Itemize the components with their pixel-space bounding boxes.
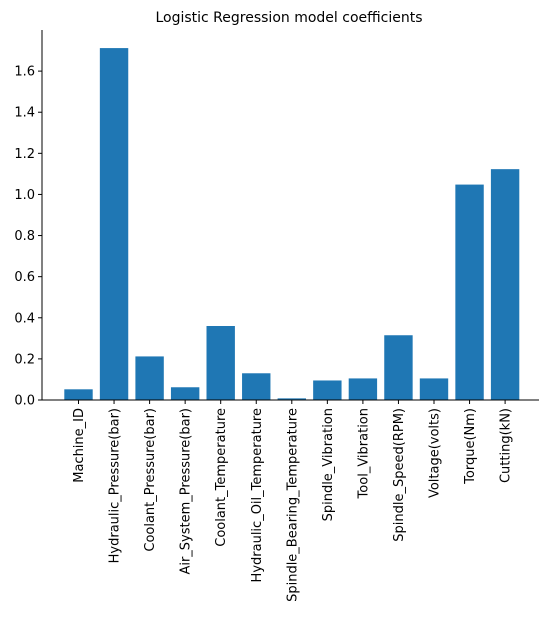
bar xyxy=(64,389,93,400)
x-tick-label: Coolant_Pressure(bar) xyxy=(143,408,158,552)
x-tick-label: Tool_Vibration xyxy=(356,408,371,499)
bar xyxy=(455,184,484,400)
y-tick-label: 1.4 xyxy=(14,106,35,121)
x-tick-label: Spindle_Vibration xyxy=(321,408,336,521)
bar xyxy=(277,398,306,400)
x-tick-label: Cutting(kN) xyxy=(499,408,514,483)
bar xyxy=(170,387,200,400)
x-tick-label: Voltage(volts) xyxy=(428,408,443,498)
y-tick-label: 0.6 xyxy=(14,270,35,285)
chart-title: Logistic Regression model coefficients xyxy=(155,10,422,26)
y-tick-label: 0.4 xyxy=(14,311,35,326)
bar xyxy=(490,169,520,400)
y-tick-label: 0.8 xyxy=(14,229,35,244)
x-axis: Machine_ID Hydraulic_Pressure(bar) Coolant… xyxy=(72,400,514,602)
y-axis: 0.0 0.2 0.4 0.6 0.8 1.0 1.2 1.4 1.6 xyxy=(14,65,42,409)
x-tick-label: Spindle_Bearing_Temperature xyxy=(285,408,300,602)
x-tick-label: Hydraulic_Oil_Temperature xyxy=(250,408,265,582)
x-tick-label: Hydraulic_Pressure(bar) xyxy=(108,408,123,563)
bar xyxy=(384,335,413,400)
bar xyxy=(419,378,449,400)
y-tick-label: 1.0 xyxy=(14,188,35,203)
y-tick-label: 0.0 xyxy=(14,394,35,409)
y-tick-label: 1.2 xyxy=(14,147,35,162)
bar xyxy=(348,378,378,400)
x-tick-label: Machine_ID xyxy=(72,408,87,483)
bar xyxy=(135,356,164,400)
x-tick-label: Spindle_Speed(RPM) xyxy=(392,408,407,542)
bars-group xyxy=(64,48,520,401)
x-tick-label: Torque(Nm) xyxy=(463,408,478,485)
y-tick-label: 0.2 xyxy=(14,352,35,367)
bar xyxy=(313,380,342,400)
bar xyxy=(242,373,271,400)
x-tick-label: Coolant_Temperature xyxy=(214,408,229,547)
bar xyxy=(99,48,129,401)
bar xyxy=(206,326,235,400)
y-tick-label: 1.6 xyxy=(14,65,35,80)
x-tick-label: Air_System_Pressure(bar) xyxy=(179,408,194,575)
